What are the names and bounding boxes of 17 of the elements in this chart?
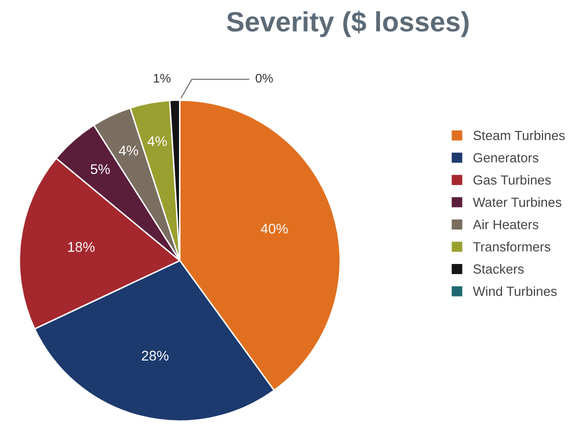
legend-label: Water Turbines (472, 197, 562, 207)
legend-label: Generators (473, 153, 538, 162)
legend-label: Steam Turbines (473, 130, 565, 140)
legend-label: Air Heaters (472, 220, 538, 230)
data-label: 28% (142, 350, 168, 361)
legend-label: Gas Turbines (473, 174, 551, 185)
legend-label: Transformers (473, 242, 550, 252)
data-label: 5% (90, 164, 110, 174)
data-label: 40% (260, 224, 288, 234)
data-label: 4% (148, 136, 167, 146)
data-label: 18% (68, 242, 95, 252)
chart-title: Severity ($ losses) (226, 10, 469, 38)
data-label: 4% (118, 146, 138, 156)
legend-label: Stackers (473, 264, 524, 274)
data-label: 1% (154, 74, 171, 83)
legend-label: Wind Turbines (472, 286, 557, 296)
text: 0% (256, 74, 273, 83)
